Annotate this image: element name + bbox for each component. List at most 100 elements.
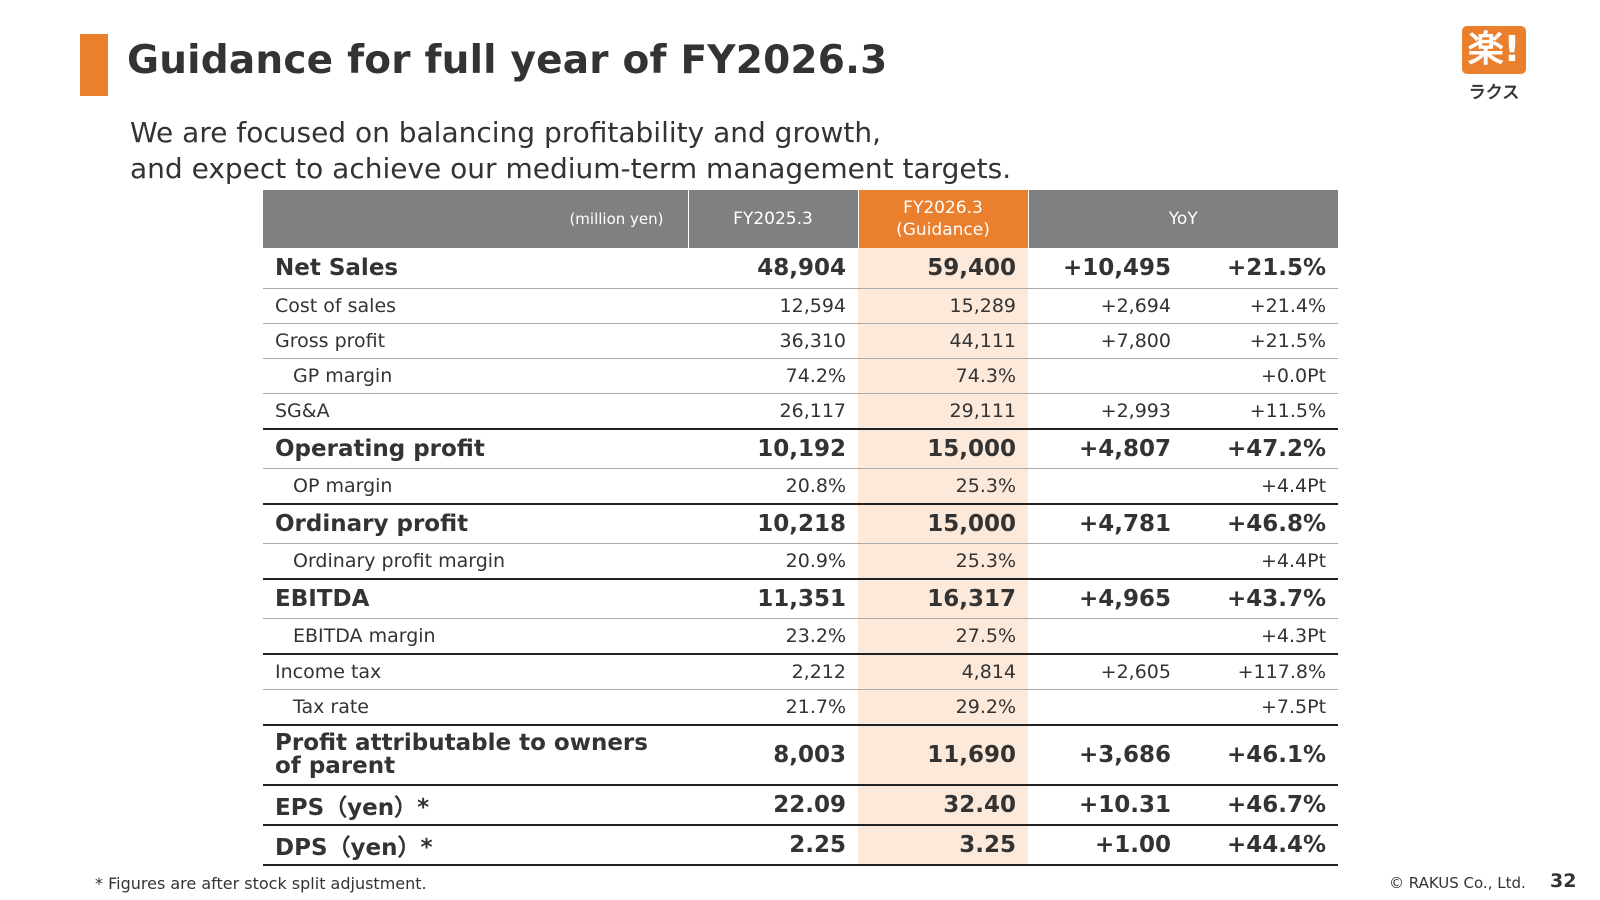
page-number: 32 <box>1550 870 1577 892</box>
table-row: Income tax 2,212 4,814 +2,605 +117.8% <box>263 653 1339 690</box>
fy2026-value: 25.3% <box>858 468 1028 505</box>
yoy-change <box>1028 618 1183 655</box>
yoy-change <box>1028 468 1183 505</box>
fy2026-value: 16,317 <box>858 578 1028 619</box>
fy2025-value: 36,310 <box>688 323 858 359</box>
table-row: EBITDA 11,351 16,317 +4,965 +43.7% <box>263 578 1339 619</box>
logo-mark: 楽! <box>1462 26 1526 74</box>
guidance-table: (million yen) FY2025.3 FY2026.3 (Guidanc… <box>263 190 1339 866</box>
fy2026-value: 29.2% <box>858 689 1028 726</box>
yoy-percent: +21.5% <box>1183 323 1339 359</box>
yoy-percent: +46.8% <box>1183 503 1339 544</box>
yoy-change: +1.00 <box>1028 824 1183 866</box>
table-row: Net Sales 48,904 59,400 +10,495 +21.5% <box>263 248 1339 289</box>
row-label: SG&A <box>263 393 688 430</box>
fy2026-value: 15,000 <box>858 503 1028 544</box>
fy2025-value: 21.7% <box>688 689 858 726</box>
table-row: Tax rate 21.7% 29.2% +7.5Pt <box>263 689 1339 726</box>
yoy-percent: +44.4% <box>1183 824 1339 866</box>
fy2026-header-line2: (Guidance) <box>896 220 990 240</box>
yoy-percent: +21.5% <box>1183 248 1339 289</box>
fy2025-value: 2,212 <box>688 653 858 690</box>
yoy-change <box>1028 358 1183 394</box>
fy2026-value: 15,000 <box>858 428 1028 469</box>
yoy-percent: +47.2% <box>1183 428 1339 469</box>
yoy-change <box>1028 689 1183 726</box>
yoy-change: +4,965 <box>1028 578 1183 619</box>
row-label: Cost of sales <box>263 288 688 324</box>
title-accent-bar <box>80 34 108 96</box>
table-row: Ordinary profit margin 20.9% 25.3% +4.4P… <box>263 543 1339 580</box>
fy2026-guidance-header: FY2026.3 (Guidance) <box>858 190 1029 248</box>
fy2026-value: 27.5% <box>858 618 1028 655</box>
table-row: OP margin 20.8% 25.3% +4.4Pt <box>263 468 1339 505</box>
fy2025-value: 20.8% <box>688 468 858 505</box>
fy2026-value: 15,289 <box>858 288 1028 324</box>
yoy-change: +7,800 <box>1028 323 1183 359</box>
table-row: DPS（yen）* 2.25 3.25 +1.00 +44.4% <box>263 824 1339 866</box>
yoy-percent: +7.5Pt <box>1183 689 1339 726</box>
table-header-row: (million yen) FY2025.3 FY2026.3 (Guidanc… <box>263 190 1339 248</box>
row-label: Gross profit <box>263 323 688 359</box>
fy2025-value: 20.9% <box>688 543 858 580</box>
yoy-change: +10,495 <box>1028 248 1183 289</box>
footnote: * Figures are after stock split adjustme… <box>95 874 427 893</box>
yoy-percent: +4.4Pt <box>1183 543 1339 580</box>
fy2026-value: 25.3% <box>858 543 1028 580</box>
yoy-percent: +43.7% <box>1183 578 1339 619</box>
fy2025-value: 10,218 <box>688 503 858 544</box>
yoy-percent: +21.4% <box>1183 288 1339 324</box>
yoy-percent: +117.8% <box>1183 653 1339 690</box>
fy2026-value: 59,400 <box>858 248 1028 289</box>
lead-line-2: and expect to achieve our medium-term ma… <box>130 152 1012 185</box>
yoy-percent: +4.3Pt <box>1183 618 1339 655</box>
fy2025-value: 12,594 <box>688 288 858 324</box>
fy2026-value: 29,111 <box>858 393 1028 430</box>
lead-line-1: We are focused on balancing profitabilit… <box>130 116 881 149</box>
table-row: GP margin 74.2% 74.3% +0.0Pt <box>263 358 1339 394</box>
table-row: EBITDA margin 23.2% 27.5% +4.3Pt <box>263 618 1339 655</box>
row-label: Net Sales <box>263 248 688 289</box>
yoy-percent: +46.1% <box>1183 724 1339 786</box>
row-label: EBITDA <box>263 578 688 619</box>
row-label: EBITDA margin <box>263 618 688 655</box>
table-row: Cost of sales 12,594 15,289 +2,694 +21.4… <box>263 288 1339 324</box>
fy2026-value: 44,111 <box>858 323 1028 359</box>
unit-header: (million yen) <box>263 190 689 248</box>
yoy-change: +4,781 <box>1028 503 1183 544</box>
fy2026-value: 4,814 <box>858 653 1028 690</box>
fy2025-value: 48,904 <box>688 248 858 289</box>
yoy-change: +2,605 <box>1028 653 1183 690</box>
yoy-change: +2,993 <box>1028 393 1183 430</box>
table-row: SG&A 26,117 29,111 +2,993 +11.5% <box>263 393 1339 430</box>
yoy-change: +4,807 <box>1028 428 1183 469</box>
row-label: OP margin <box>263 468 688 505</box>
fy2025-value: 10,192 <box>688 428 858 469</box>
row-label: Tax rate <box>263 689 688 726</box>
fy2025-value: 8,003 <box>688 724 858 786</box>
fy2025-value: 11,351 <box>688 578 858 619</box>
fy2025-value: 22.09 <box>688 784 858 826</box>
row-label: Ordinary profit margin <box>263 543 688 580</box>
fy2025-value: 2.25 <box>688 824 858 866</box>
table-row: EPS（yen）* 22.09 32.40 +10.31 +46.7% <box>263 784 1339 826</box>
fy2026-value: 11,690 <box>858 724 1028 786</box>
yoy-percent: +0.0Pt <box>1183 358 1339 394</box>
fy2026-value: 32.40 <box>858 784 1028 826</box>
row-label: EPS（yen）* <box>263 784 688 826</box>
lead-text: We are focused on balancing profitabilit… <box>130 115 1011 187</box>
table-row: Operating profit 10,192 15,000 +4,807 +4… <box>263 428 1339 469</box>
row-label: DPS（yen）* <box>263 824 688 866</box>
fy2025-value: 74.2% <box>688 358 858 394</box>
fy2026-value: 74.3% <box>858 358 1028 394</box>
rakus-logo: 楽! ラクス <box>1462 26 1528 103</box>
row-label: Operating profit <box>263 428 688 469</box>
table-row: Profit attributable to owners of parent … <box>263 724 1339 786</box>
yoy-percent: +46.7% <box>1183 784 1339 826</box>
copyright: © RAKUS Co., Ltd. <box>1389 874 1526 892</box>
logo-text: ラクス <box>1468 83 1520 103</box>
row-label: GP margin <box>263 358 688 394</box>
fy2025-value: 23.2% <box>688 618 858 655</box>
row-label: Ordinary profit <box>263 503 688 544</box>
fy2026-value: 3.25 <box>858 824 1028 866</box>
